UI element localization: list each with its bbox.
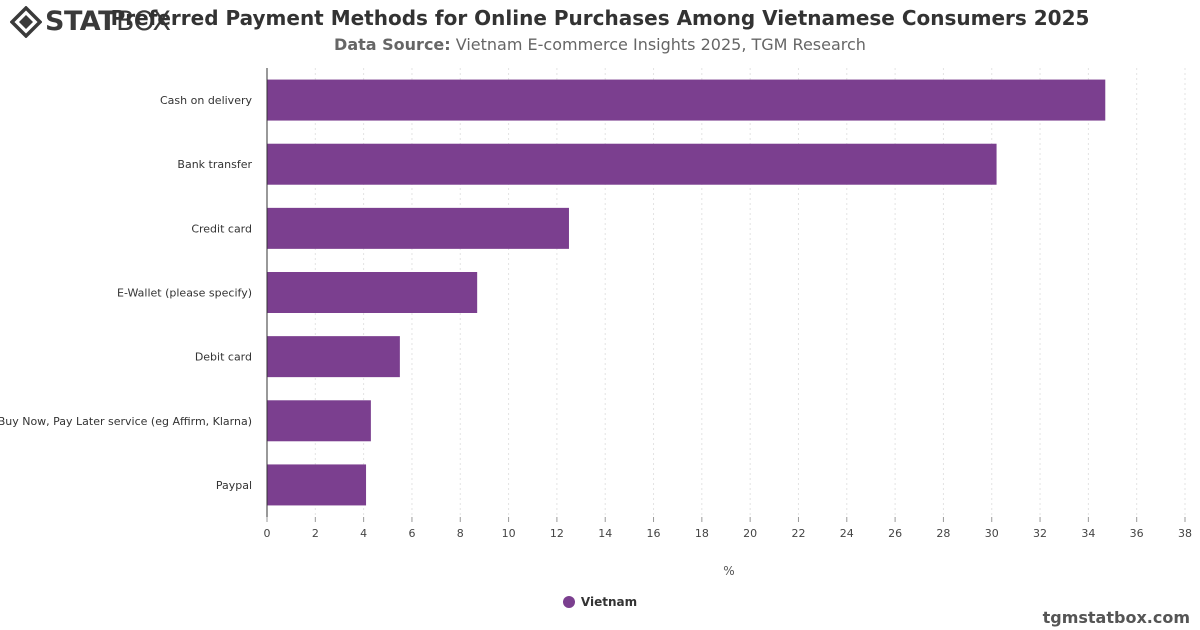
x-tick-label: 0 (264, 527, 271, 540)
x-tick-label: 16 (647, 527, 661, 540)
category-label: Credit card (191, 222, 252, 235)
x-tick-label: 38 (1178, 527, 1192, 540)
x-tick-label: 2 (312, 527, 319, 540)
x-tick-label: 24 (840, 527, 854, 540)
x-tick-label: 4 (360, 527, 367, 540)
category-label: E-Wallet (please specify) (117, 287, 252, 300)
x-tick-label: 28 (936, 527, 950, 540)
source-text: Vietnam E-commerce Insights 2025, TGM Re… (450, 35, 866, 54)
statbox-logo-icon (10, 6, 42, 38)
watermark: tgmstatbox.com (1042, 608, 1190, 627)
category-label: Buy Now, Pay Later service (eg Affirm, K… (0, 415, 252, 428)
x-tick-label: 14 (598, 527, 612, 540)
category-label: Bank transfer (177, 158, 252, 171)
statbox-logo: STATBOX (10, 6, 171, 38)
category-label: Debit card (195, 351, 252, 364)
legend-label-vietnam: Vietnam (580, 595, 638, 609)
bar (267, 143, 997, 185)
x-tick-label: 8 (457, 527, 464, 540)
source-label: Data Source: (334, 35, 451, 54)
legend-swatch-vietnam (562, 596, 575, 608)
bar (267, 207, 569, 249)
legend[interactable]: Vietnam (0, 594, 1200, 610)
bar (267, 336, 400, 378)
x-tick-label: 26 (888, 527, 902, 540)
x-tick-label: 12 (550, 527, 564, 540)
x-tick-label: 30 (985, 527, 999, 540)
statbox-logo-wordmark: STATBOX (45, 6, 171, 37)
chart-title: Preferred Payment Methods for Online Pur… (110, 6, 1090, 30)
bar (267, 464, 367, 506)
x-tick-label: 22 (791, 527, 805, 540)
x-tick-label: 6 (408, 527, 415, 540)
chart-subtitle: Data Source: Vietnam E-commerce Insights… (0, 35, 1200, 55)
x-tick-label: 18 (695, 527, 709, 540)
x-tick-label: 20 (743, 527, 757, 540)
x-tick-label: 36 (1130, 527, 1144, 540)
bar (267, 79, 1106, 121)
x-tick-label: 10 (502, 527, 516, 540)
category-label: Paypal (216, 479, 252, 492)
x-axis-title: % (723, 564, 734, 578)
category-label: Cash on delivery (160, 94, 252, 107)
bar (267, 400, 371, 442)
x-tick-label: 34 (1081, 527, 1095, 540)
bar (267, 272, 478, 313)
x-tick-label: 32 (1033, 527, 1047, 540)
